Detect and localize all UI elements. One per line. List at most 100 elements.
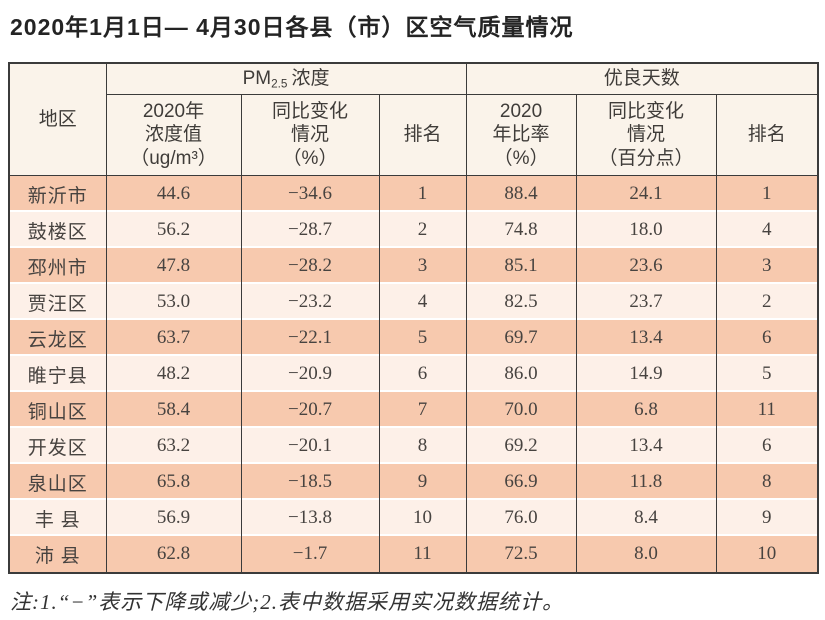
footnote: 注:1.“−”表示下降或减少;2.表中数据采用实况数据统计。 — [10, 590, 565, 614]
good-rank-cell: 1 — [715, 175, 819, 212]
pm25-change-cell: −20.1 — [240, 428, 380, 464]
header-line: 同比变化 — [271, 101, 348, 123]
header-line: 浓度值 — [144, 124, 202, 146]
pm25-rank-cell: 9 — [378, 464, 467, 500]
region-cell: 贾汪区 — [8, 284, 107, 320]
table-header: 地区 PM2.5 浓度 优良天数 2020年 浓度值 （ug/m³） 同比变化 情… — [8, 63, 819, 176]
region-cell: 睢宁县 — [8, 356, 107, 392]
pm25-rank-cell: 10 — [378, 500, 467, 536]
pm25-value-cell: 62.8 — [105, 536, 242, 573]
pm25-rank-cell: 6 — [378, 356, 467, 392]
table-row: 邳州市 47.8 −28.2 3 85.1 23.6 3 — [8, 248, 819, 284]
header-line: （%） — [493, 147, 549, 169]
good-rank-cell: 4 — [715, 212, 819, 248]
good-rate-cell: 86.0 — [465, 356, 577, 392]
pm25-rank-cell: 7 — [378, 392, 467, 428]
pm25-change-cell: −1.7 — [240, 536, 380, 573]
good-change-cell: 23.6 — [575, 248, 717, 284]
table-row: 贾汪区 53.0 −23.2 4 82.5 23.7 2 — [8, 284, 819, 320]
column-header-pm25-rank: 排名 — [378, 94, 467, 176]
pm25-rank-cell: 4 — [378, 284, 467, 320]
header-line: 2020 — [499, 101, 543, 123]
pm25-value-cell: 44.6 — [105, 175, 242, 212]
pm25-value-cell: 58.4 — [105, 392, 242, 428]
pm25-change-cell: −20.7 — [240, 392, 380, 428]
pm25-value-cell: 56.2 — [105, 212, 242, 248]
good-rank-cell: 11 — [715, 392, 819, 428]
pm25-change-cell: −20.9 — [240, 356, 380, 392]
region-cell: 鼓楼区 — [8, 212, 107, 248]
header-line: 同比变化 — [608, 101, 685, 123]
column-header-pm25-value: 2020年 浓度值 （ug/m³） — [105, 94, 242, 176]
region-cell: 丰 县 — [8, 500, 107, 536]
good-change-cell: 14.9 — [575, 356, 717, 392]
region-header-label: 地区 — [38, 108, 77, 130]
region-cell: 泉山区 — [8, 464, 107, 500]
good-change-cell: 6.8 — [575, 392, 717, 428]
table-body: 新沂市 44.6 −34.6 1 88.4 24.1 1 鼓楼区 56.2 −28.7 2 74.8 1… — [8, 175, 819, 573]
region-cell: 沛 县 — [8, 536, 107, 573]
pm25-rank-cell: 11 — [378, 536, 467, 573]
region-cell: 云龙区 — [8, 320, 107, 356]
good-rank-cell: 10 — [715, 536, 819, 573]
header-line: 情况 — [627, 124, 666, 146]
pm25-value-cell: 63.2 — [105, 428, 242, 464]
good-rate-cell: 70.0 — [465, 392, 577, 428]
good-change-cell: 13.4 — [575, 320, 717, 356]
pm25-value-cell: 56.9 — [105, 500, 242, 536]
column-header-good-rank: 排名 — [715, 94, 819, 176]
good-rank-cell: 6 — [715, 428, 819, 464]
header-line: 情况 — [290, 124, 329, 146]
good-rank-cell: 9 — [715, 500, 819, 536]
page-title: 2020年1月1日— 4月30日各县（市）区空气质量情况 — [10, 14, 574, 40]
column-group-pm25: PM2.5 浓度 — [105, 63, 467, 95]
good-change-cell: 13.4 — [575, 428, 717, 464]
table-row: 睢宁县 48.2 −20.9 6 86.0 14.9 5 — [8, 356, 819, 392]
good-rate-cell: 88.4 — [465, 175, 577, 212]
pm25-change-cell: −23.2 — [240, 284, 380, 320]
region-cell: 铜山区 — [8, 392, 107, 428]
air-quality-table: 地区 PM2.5 浓度 优良天数 2020年 浓度值 （ug/m³） 同比变化 情… — [8, 62, 820, 574]
header-line: （%） — [282, 147, 338, 169]
pm25-change-cell: −34.6 — [240, 175, 380, 212]
pm25-label-prefix: PM — [242, 67, 272, 89]
good-rank-cell: 3 — [715, 248, 819, 284]
pm25-rank-cell: 1 — [378, 175, 467, 212]
column-header-good-rate: 2020 年比率 （%） — [465, 94, 577, 176]
header-line: 年比率 — [492, 124, 550, 146]
pm25-label-subscript: 2.5 — [271, 76, 288, 90]
good-rate-cell: 72.5 — [465, 536, 577, 573]
table-row: 开发区 63.2 −20.1 8 69.2 13.4 6 — [8, 428, 819, 464]
pm25-value-cell: 53.0 — [105, 284, 242, 320]
pm25-change-cell: −13.8 — [240, 500, 380, 536]
table-row: 铜山区 58.4 −20.7 7 70.0 6.8 11 — [8, 392, 819, 428]
good-rank-cell: 8 — [715, 464, 819, 500]
good-rate-cell: 85.1 — [465, 248, 577, 284]
region-cell: 开发区 — [8, 428, 107, 464]
pm25-value-cell: 63.7 — [105, 320, 242, 356]
good-change-cell: 8.0 — [575, 536, 717, 573]
region-cell: 邳州市 — [8, 248, 107, 284]
good-change-cell: 11.8 — [575, 464, 717, 500]
good-rate-cell: 82.5 — [465, 284, 577, 320]
good-rate-cell: 69.7 — [465, 320, 577, 356]
header-group-row: 地区 PM2.5 浓度 优良天数 — [8, 63, 819, 176]
header-line: （百分点） — [598, 147, 694, 169]
good-change-cell: 24.1 — [575, 175, 717, 212]
header-line: 2020年 — [142, 101, 205, 123]
good-rank-cell: 5 — [715, 356, 819, 392]
column-header-region: 地区 — [8, 63, 107, 176]
pm25-change-cell: −22.1 — [240, 320, 380, 356]
good-rate-cell: 76.0 — [465, 500, 577, 536]
good-rate-cell: 66.9 — [465, 464, 577, 500]
pm25-rank-cell: 3 — [378, 248, 467, 284]
pm25-change-cell: −28.2 — [240, 248, 380, 284]
good-change-cell: 23.7 — [575, 284, 717, 320]
table-row: 丰 县 56.9 −13.8 10 76.0 8.4 9 — [8, 500, 819, 536]
pm25-rank-cell: 2 — [378, 212, 467, 248]
column-group-good-days: 优良天数 — [465, 63, 819, 95]
pm25-value-cell: 47.8 — [105, 248, 242, 284]
good-rank-cell: 6 — [715, 320, 819, 356]
column-header-good-change: 同比变化 情况 （百分点） — [575, 94, 717, 176]
column-header-pm25-change: 同比变化 情况 （%） — [240, 94, 380, 176]
